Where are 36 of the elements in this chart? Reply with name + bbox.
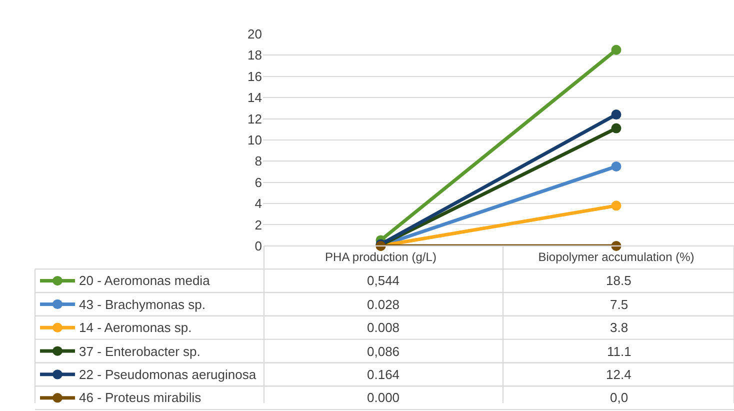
legend-label: 46 - Proteus mirabilis <box>79 390 202 405</box>
data-label: 0,086 <box>367 344 400 359</box>
data-label: 0,0 <box>610 390 628 405</box>
x-tick-label: PHA production (g/L) <box>325 250 436 264</box>
legend-label: 20 - Aeromonas media <box>79 273 211 288</box>
data-label: 3.8 <box>610 320 628 335</box>
y-tick-label: 0 <box>254 238 262 254</box>
y-tick-label: 10 <box>248 132 262 148</box>
legend-label: 37 - Enterobacter sp. <box>79 344 200 359</box>
point <box>611 110 622 120</box>
point <box>611 161 622 172</box>
y-tick-label: 16 <box>248 68 262 84</box>
data-label: 18.5 <box>606 273 632 288</box>
data-label: 0.000 <box>367 390 400 405</box>
data-label: 0.028 <box>367 297 400 312</box>
y-tick-label: 18 <box>248 48 262 63</box>
data-label: 12.4 <box>606 367 632 382</box>
y-tick-label: 4 <box>254 196 262 212</box>
y-tick-label: 12 <box>248 111 262 126</box>
point <box>611 123 622 134</box>
legend-label: 14 - Aeromonas sp. <box>79 320 192 335</box>
data-label: 0.008 <box>367 320 400 335</box>
y-tick-label: 14 <box>248 90 262 106</box>
y-tick-label: 2 <box>254 217 262 232</box>
y-tick-label: 8 <box>254 154 262 169</box>
legend-label: 22 - Pseudomonas aeruginosa <box>79 367 257 382</box>
data-label: 0,544 <box>367 273 400 288</box>
data-label: 7.5 <box>610 297 628 312</box>
point <box>611 44 622 55</box>
x-tick-label: Biopolymer accumulation (%) <box>538 250 694 264</box>
y-tick-label: 20 <box>248 26 262 42</box>
data-label: 0.164 <box>367 367 400 382</box>
point <box>611 200 622 211</box>
data-label: 11.1 <box>607 344 632 359</box>
legend-label: 43 - Brachymonas sp. <box>79 297 206 312</box>
y-tick-label: 6 <box>254 174 262 190</box>
